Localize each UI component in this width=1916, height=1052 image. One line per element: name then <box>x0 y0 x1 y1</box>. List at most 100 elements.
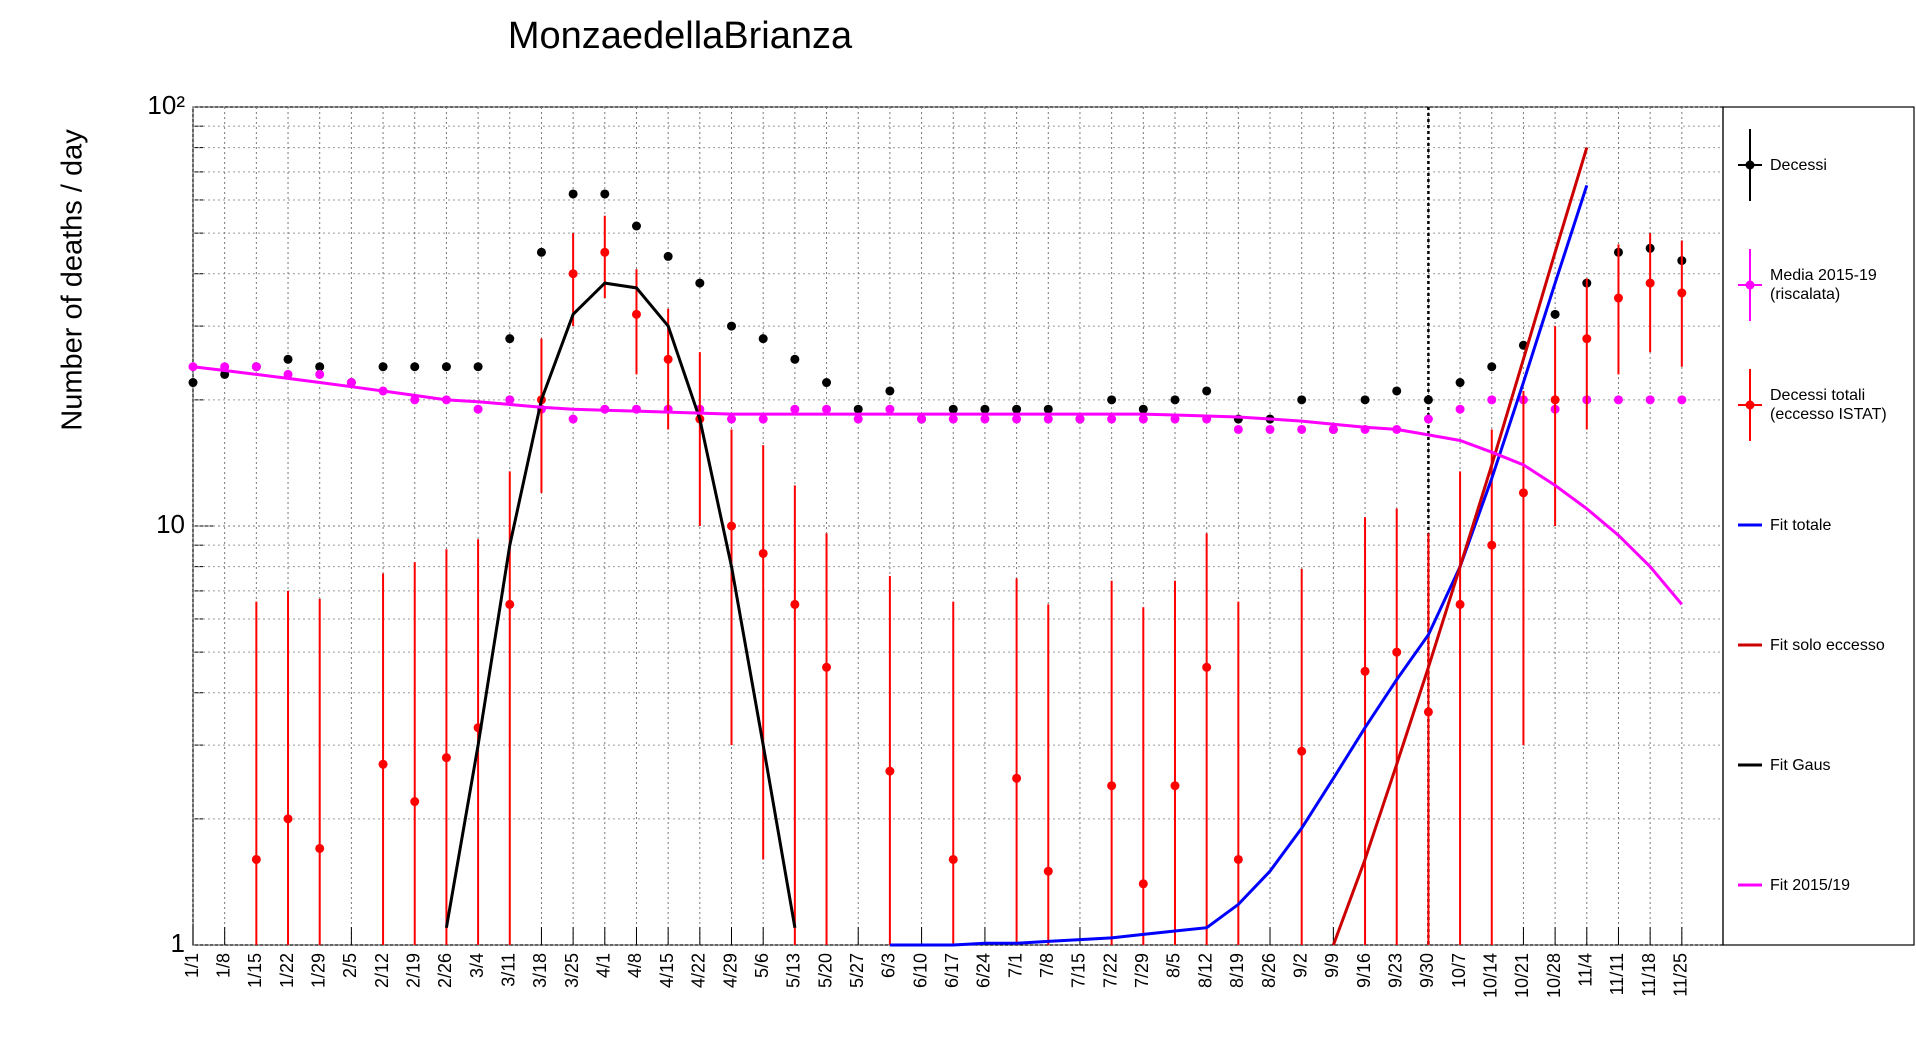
x-tick-label: 6/17 <box>942 953 962 988</box>
point <box>885 766 895 776</box>
point <box>1170 414 1180 424</box>
point <box>283 354 293 364</box>
x-tick-label: 10/28 <box>1544 953 1564 998</box>
x-tick-label: 7/8 <box>1037 953 1057 978</box>
point <box>473 362 483 372</box>
point <box>315 843 325 853</box>
x-tick-label: 8/12 <box>1195 953 1215 988</box>
x-tick-label: 4/1 <box>594 953 614 978</box>
x-tick-label: 7/22 <box>1100 953 1120 988</box>
x-tick-label: 4/15 <box>657 953 677 988</box>
point <box>1170 781 1180 791</box>
point <box>1550 309 1560 319</box>
point <box>727 414 737 424</box>
point <box>1138 404 1148 414</box>
point <box>1645 278 1655 288</box>
point <box>441 753 451 763</box>
x-tick-label: 3/4 <box>467 953 487 978</box>
point <box>1265 424 1275 434</box>
fit-line <box>444 281 797 928</box>
point <box>473 404 483 414</box>
point <box>822 404 832 414</box>
point <box>505 395 515 405</box>
point <box>917 414 927 424</box>
point <box>790 354 800 364</box>
point <box>1423 395 1433 405</box>
chart-title: MonzaedellaBrianza <box>508 15 853 57</box>
point <box>1297 746 1307 756</box>
point <box>1107 781 1117 791</box>
x-tick-label: 2/19 <box>403 953 423 988</box>
point <box>1043 404 1053 414</box>
point <box>1455 404 1465 414</box>
x-tick-label: 1/8 <box>213 953 233 978</box>
x-tick-label: 8/26 <box>1259 953 1279 988</box>
x-tick-label: 2/12 <box>372 953 392 988</box>
point <box>1550 395 1560 405</box>
x-tick-label: 3/11 <box>499 953 519 987</box>
point <box>1107 395 1117 405</box>
point <box>948 404 958 414</box>
point <box>980 404 990 414</box>
point <box>1012 773 1022 783</box>
x-tick-label: 1/1 <box>182 953 202 978</box>
point <box>1613 293 1623 303</box>
point <box>251 854 261 864</box>
point <box>1677 288 1687 298</box>
point <box>1012 414 1022 424</box>
point <box>980 414 990 424</box>
legend-label: Fit Gaus <box>1770 756 1831 774</box>
point <box>378 362 388 372</box>
y-tick-label: 10 <box>156 509 185 539</box>
x-tick-label: 5/27 <box>847 953 867 988</box>
point <box>568 189 578 199</box>
point <box>283 814 293 824</box>
x-tick-label: 9/16 <box>1354 953 1374 988</box>
point <box>948 854 958 864</box>
x-tick-label: 9/9 <box>1322 953 1342 978</box>
x-tick-label: 11/4 <box>1576 953 1596 987</box>
point <box>822 662 832 672</box>
fit-line <box>192 365 1683 606</box>
point <box>853 404 863 414</box>
point <box>1012 404 1022 414</box>
point <box>536 247 546 257</box>
point <box>1645 395 1655 405</box>
x-tick-label: 8/5 <box>1164 953 1184 978</box>
point <box>790 404 800 414</box>
legend-label: Media 2015-19 (riscalata) <box>1770 267 1877 303</box>
x-tick-label: 5/13 <box>784 953 804 988</box>
legend-label: Fit totale <box>1770 516 1832 534</box>
legend-swatch <box>1745 400 1755 410</box>
point <box>188 378 198 388</box>
point <box>346 378 356 388</box>
point <box>505 599 515 609</box>
x-tick-label: 4/29 <box>720 953 740 988</box>
point <box>1455 378 1465 388</box>
x-tick-label: 9/23 <box>1385 953 1405 988</box>
x-tick-label: 5/20 <box>815 953 835 988</box>
x-tick-label: 4/8 <box>625 953 645 978</box>
x-tick-label: 1/22 <box>277 953 297 988</box>
point <box>948 414 958 424</box>
point <box>1075 414 1085 424</box>
point <box>758 334 768 344</box>
x-tick-label: 1/29 <box>308 953 328 988</box>
point <box>1582 334 1592 344</box>
point <box>1487 362 1497 372</box>
point <box>315 369 325 379</box>
x-tick-label: 10/14 <box>1481 953 1501 998</box>
x-tick-label: 3/25 <box>562 953 582 988</box>
x-tick-label: 7/29 <box>1132 953 1152 988</box>
point <box>727 321 737 331</box>
point <box>1392 386 1402 396</box>
point <box>1202 662 1212 672</box>
point <box>1233 854 1243 864</box>
point <box>410 395 420 405</box>
x-tick-label: 6/3 <box>879 953 899 978</box>
point <box>1297 424 1307 434</box>
point <box>1043 414 1053 424</box>
x-tick-label: 8/19 <box>1227 953 1247 988</box>
point <box>188 362 198 372</box>
point <box>1138 879 1148 889</box>
